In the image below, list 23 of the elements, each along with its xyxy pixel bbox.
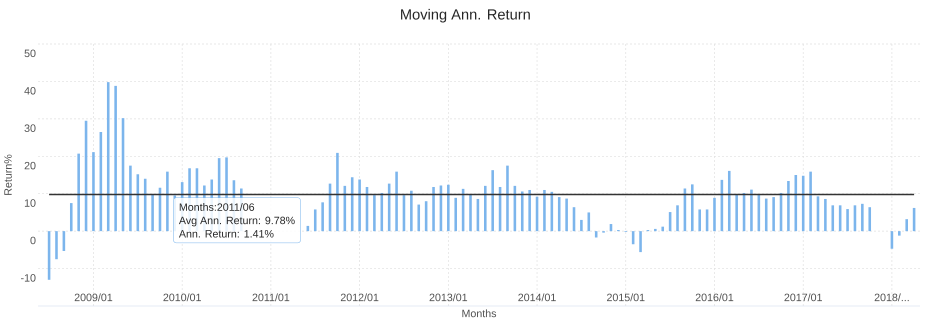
x-tick-label: 2017/01 (784, 293, 822, 302)
x-tick-label: 2011/01 (252, 293, 290, 302)
annotation: Avg Ann. Return: 9.78% (178, 216, 295, 226)
x-tick-label: 2010/01 (163, 293, 201, 302)
x-tick-label: 2013/01 (430, 293, 468, 302)
y-tick-label: 0 (30, 236, 36, 244)
x-axis-title: Months (462, 309, 496, 318)
annotation: Ann. Return: 1.41% (178, 230, 274, 238)
y-tick-label: 20 (24, 162, 36, 170)
y-tick-label: 50 (24, 50, 36, 58)
x-tick-label: 2009/01 (74, 293, 112, 302)
y-tick-label: 10 (24, 199, 36, 207)
x-tick-label: 2014/01 (518, 293, 556, 302)
x-tick-label: 2016/01 (696, 293, 734, 302)
annotation: Months:2011/06 (180, 203, 254, 211)
x-tick-label: 2012/01 (340, 293, 378, 302)
x-tick-label: 2018/... (874, 293, 909, 302)
x-tick-label: 2015/01 (607, 293, 645, 302)
y-axis-title: Return% (4, 154, 12, 195)
y-tick-label: 30 (24, 124, 36, 132)
y-tick-label: 40 (24, 86, 36, 95)
chart-title: Moving Ann. Return (401, 8, 530, 22)
y-tick-label: -10 (21, 274, 36, 282)
